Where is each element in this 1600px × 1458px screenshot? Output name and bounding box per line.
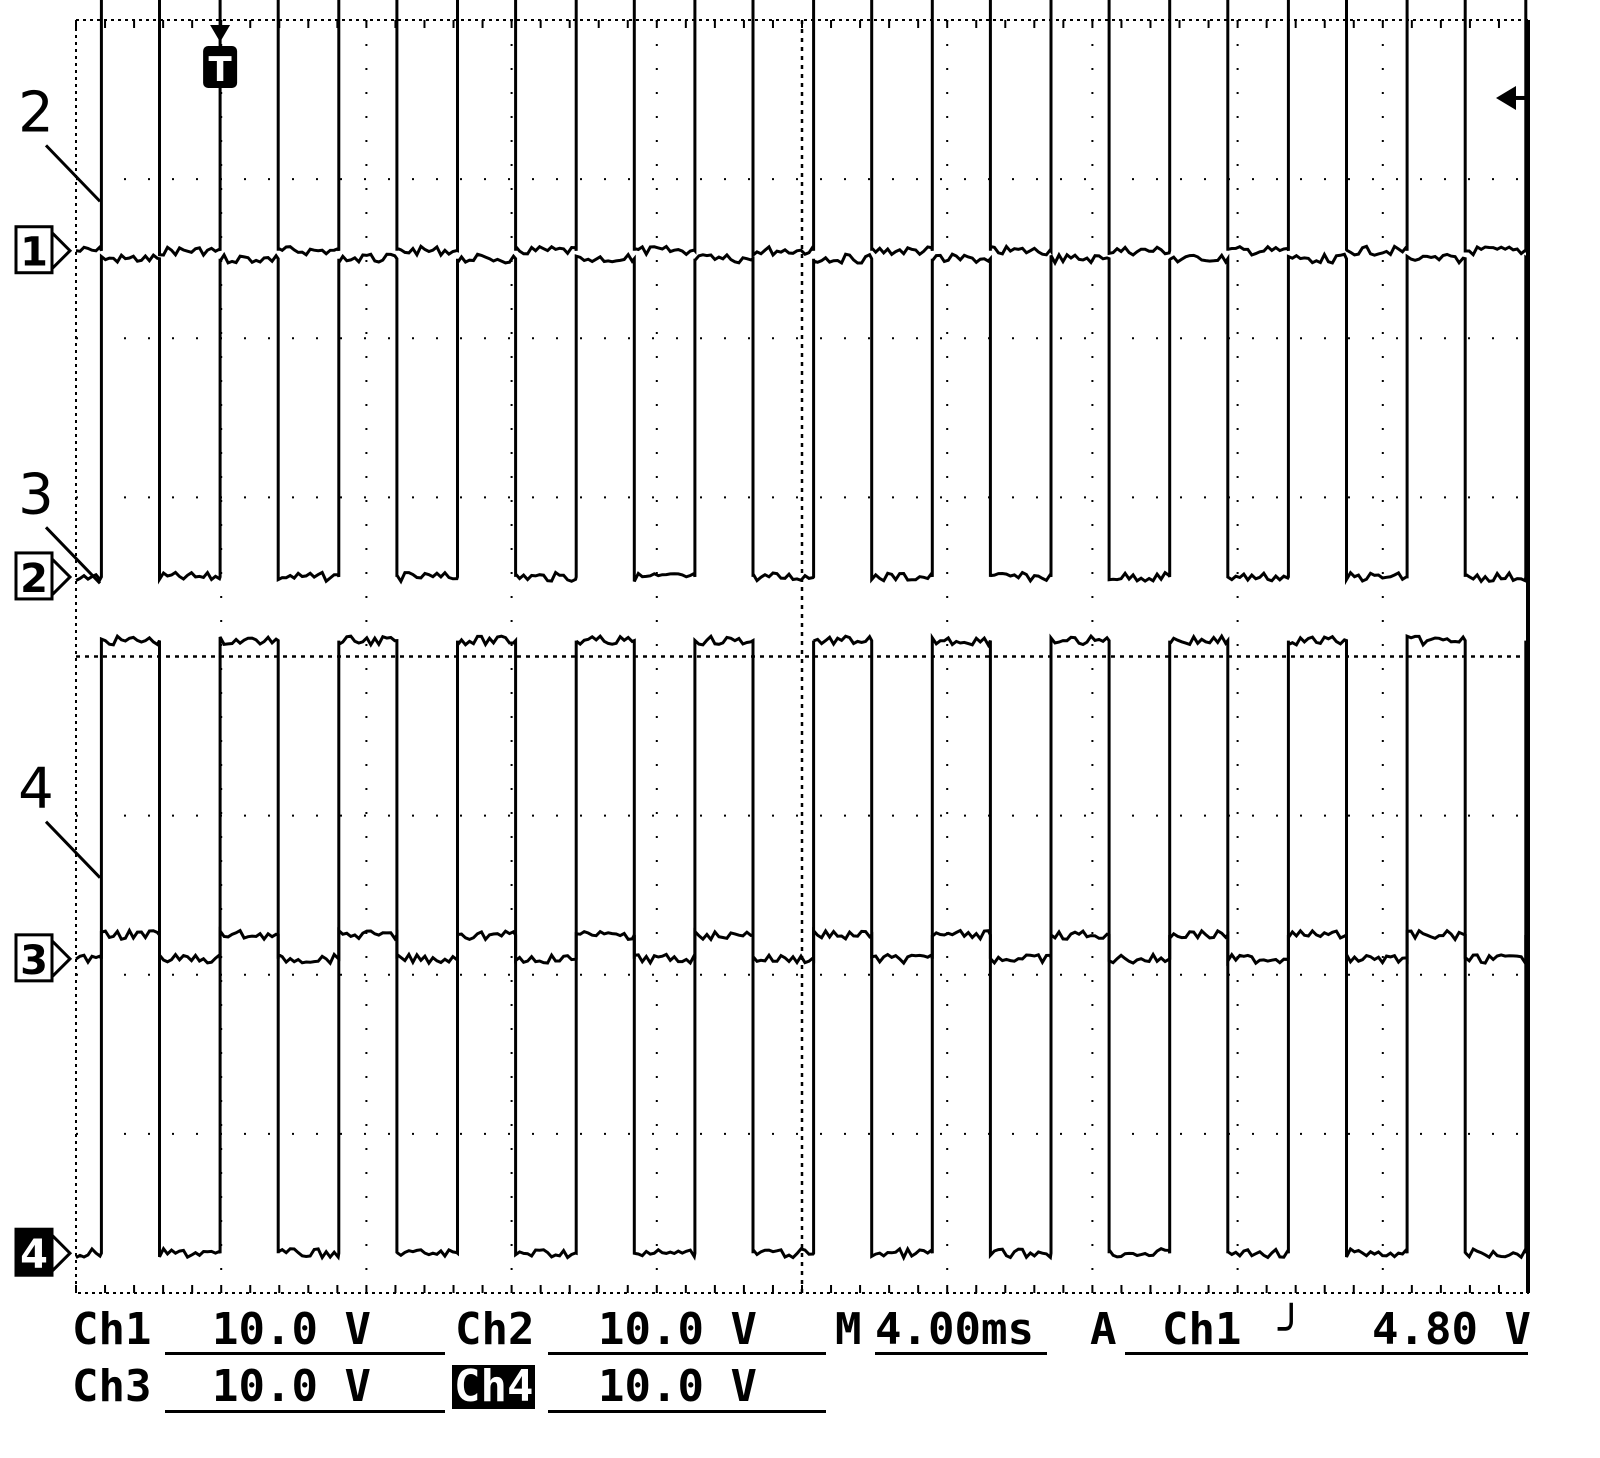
trace-2-annotation: 2	[18, 80, 54, 145]
channel-4-arrow-icon	[50, 1234, 73, 1273]
trigger-source: Ch1	[1162, 1304, 1242, 1355]
waveform-traces	[75, 0, 1530, 1262]
ch1-scale: 10.0 V	[212, 1304, 371, 1355]
trace-ch1	[75, 0, 1528, 259]
timebase-prefix: M	[835, 1304, 862, 1355]
ch1-label: Ch1	[72, 1304, 152, 1355]
channel-3-marker-label: 3	[20, 938, 48, 984]
ch2-scale: 10.0 V	[598, 1304, 757, 1355]
trace-ch2	[75, 251, 1529, 586]
trigger-position-icon	[210, 25, 231, 42]
channel-2-marker-label: 2	[20, 556, 48, 602]
trigger-level-arrow-icon	[1496, 85, 1516, 110]
ch2-underline	[548, 1352, 826, 1355]
trace-ch3	[75, 632, 1530, 967]
ch4-label: Ch4	[452, 1361, 536, 1412]
trigger-mode: A	[1090, 1304, 1117, 1355]
trace-2-leader-line	[44, 144, 102, 203]
ch1-underline	[165, 1352, 445, 1355]
channel-2-arrow-icon	[50, 557, 73, 596]
channel-4-marker-label: 4	[20, 1232, 48, 1278]
trace-4-annotation: 4	[18, 757, 54, 822]
timebase-value: 4.00ms	[875, 1304, 1034, 1355]
trigger-slope-icon: ╯	[1278, 1304, 1305, 1355]
trigger-underline	[1125, 1352, 1528, 1355]
ch2-label: Ch2	[455, 1304, 535, 1355]
channel-markers: 11223344T	[14, 25, 1528, 1278]
trigger-position-box	[203, 46, 238, 88]
trigger-position-label: T	[209, 50, 233, 90]
ch4-underline	[548, 1410, 826, 1413]
channel-1-arrow-icon	[50, 231, 73, 270]
ch3-scale: 10.0 V	[212, 1361, 371, 1412]
graticule	[75, 19, 1530, 1294]
channel-3-arrow-icon	[50, 939, 73, 978]
trace-4-leader-line	[44, 820, 102, 879]
timebase-underline	[875, 1352, 1047, 1355]
channel-4-marker	[14, 1227, 54, 1277]
trace-ch4	[75, 926, 1530, 1262]
channel-1-marker-label: 1	[20, 230, 48, 276]
trace-3-annotation: 3	[18, 462, 54, 527]
trigger-level: 4.80 V	[1372, 1304, 1531, 1355]
channel-1-marker	[14, 225, 54, 275]
ch3-underline	[165, 1410, 445, 1413]
channel-2-marker	[14, 551, 54, 601]
trace-3-leader-line	[44, 526, 102, 585]
channel-3-marker	[14, 933, 54, 983]
ch4-scale: 10.0 V	[598, 1361, 757, 1412]
ch3-label: Ch3	[72, 1361, 152, 1412]
